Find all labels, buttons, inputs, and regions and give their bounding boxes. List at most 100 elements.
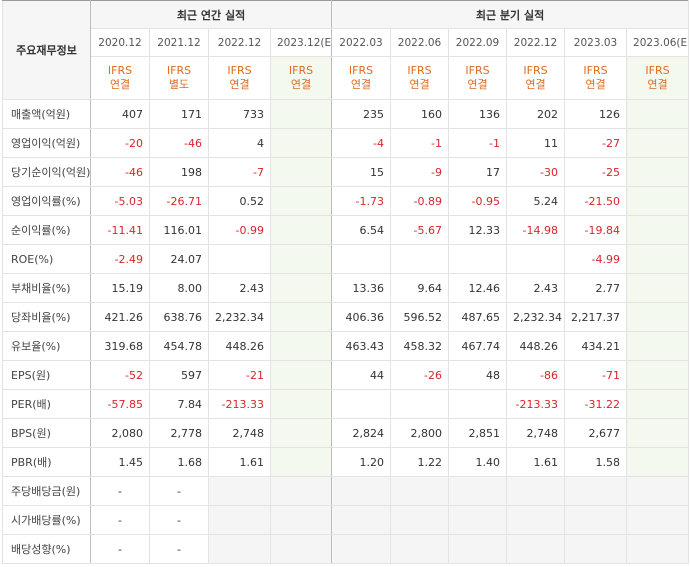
value-cell [390,505,450,535]
value-cell: 458.32 [390,331,450,361]
value-cell [269,302,333,332]
value-cell: 434.21 [564,331,628,361]
value-cell: 467.74 [448,331,508,361]
value-cell: 2,677 [564,418,628,448]
value-cell: 1.58 [564,447,628,477]
value-cell [208,244,271,274]
table-row: 영업이익률(%) -5.03 -26.71 0.52 -1.73 -0.89 -0.95 5.… [2,186,690,216]
row-label: 영업이익(억원) [2,128,91,158]
value-cell [390,389,450,419]
row-label: ROE(%) [2,244,91,274]
value-cell: 9.64 [390,273,450,303]
value-cell [331,476,392,506]
table-row: 매출액(억원) 407 171 733 235 160 136 202 126 [2,99,690,129]
value-cell [626,331,690,361]
row-label: 순이익률(%) [2,215,91,245]
value-cell [331,389,392,419]
value-cell [269,215,333,245]
value-cell [626,360,690,390]
table-row: 주당배당금(원) - - [2,476,690,506]
value-cell: -30 [506,157,566,187]
value-cell: -0.89 [390,186,450,216]
value-cell [626,389,690,419]
standard-label: IFRS [227,64,252,77]
row-label: 배당성향(%) [2,534,91,564]
value-cell [564,534,628,564]
consolidation-label: 연결 [647,78,668,91]
accounting-standard: IFRS 연결 [331,56,392,100]
value-cell: 2,748 [506,418,566,448]
value-cell: 11 [506,128,566,158]
value-cell [626,418,690,448]
row-label: 영업이익률(%) [2,186,91,216]
table-row: 당기순이익(억원) -46 198 -7 15 -9 17 -30 -25 [2,157,690,187]
value-cell: 596.52 [390,302,450,332]
value-cell: -31.22 [564,389,628,419]
value-cell: 4 [208,128,271,158]
value-cell [626,302,690,332]
accounting-standard: IFRS 연결 [208,56,271,100]
accounting-standard: IFRS 연결 [626,56,690,100]
value-cell: -9 [390,157,450,187]
value-cell [269,99,333,129]
value-cell: 597 [149,360,209,390]
row-label: 시가배당률(%) [2,505,91,535]
value-cell: 2,824 [331,418,392,448]
table-row: 유보율(%) 319.68 454.78 448.26 463.43 458.32 467.… [2,331,690,361]
value-cell [626,186,690,216]
consolidation-label: 연결 [109,78,131,91]
value-cell [448,244,508,274]
value-cell: -71 [564,360,628,390]
value-cell: 421.26 [90,302,150,332]
value-cell: 448.26 [506,331,566,361]
value-cell [269,534,333,564]
standard-label: IFRS [645,64,670,77]
value-cell [390,476,450,506]
row-label: 당좌비율(%) [2,302,91,332]
accounting-standard: IFRS 연결 [448,56,508,100]
value-cell [269,447,333,477]
table-row: PBR(배) 1.45 1.68 1.61 1.20 1.22 1.40 1.61 1.58 [2,447,690,477]
value-cell: 2,232.34 [208,302,271,332]
value-cell [626,99,690,129]
value-cell: -21 [208,360,271,390]
value-cell: -1.73 [331,186,392,216]
value-cell [506,244,566,274]
value-cell: 12.33 [448,215,508,245]
value-cell: -26.71 [149,186,209,216]
value-cell: 454.78 [149,331,209,361]
value-cell: -27 [564,128,628,158]
period-date: 2023.03 [564,28,628,57]
value-cell [390,534,450,564]
value-cell: 15 [331,157,392,187]
value-cell: 487.65 [448,302,508,332]
value-cell [564,505,628,535]
consolidation-label: 연결 [409,78,430,91]
value-cell [626,505,690,535]
value-cell [269,244,333,274]
value-cell: 638.76 [149,302,209,332]
quarter-section-title: 최근 분기 실적 [331,0,690,29]
value-cell: 1.40 [448,447,508,477]
value-cell [208,505,271,535]
table-row: 부채비율(%) 15.19 8.00 2.43 13.36 9.64 12.46 2.43 2.… [2,273,690,303]
period-date: 2022.03 [331,28,392,57]
table-row: 영업이익(억원) -20 -46 4 -4 -1 -1 11 -27 [2,128,690,158]
table-row: 당좌비율(%) 421.26 638.76 2,232.34 406.36 596.52 4… [2,302,690,332]
accounting-standard: IFRS 연결 [390,56,450,100]
value-cell [269,273,333,303]
value-cell: - [149,476,209,506]
value-cell: -5.67 [390,215,450,245]
value-cell: 126 [564,99,628,129]
value-cell: 136 [448,99,508,129]
value-cell: -213.33 [208,389,271,419]
value-cell: 7.84 [149,389,209,419]
table-row: 순이익률(%) -11.41 116.01 -0.99 6.54 -5.67 12.33 -1… [2,215,690,245]
value-cell: -213.33 [506,389,566,419]
value-cell: 1.45 [90,447,150,477]
value-cell: 2,748 [208,418,271,448]
standard-label: IFRS [583,64,608,77]
value-cell: 24.07 [149,244,209,274]
accounting-standard: IFRS 연결 [269,56,333,100]
